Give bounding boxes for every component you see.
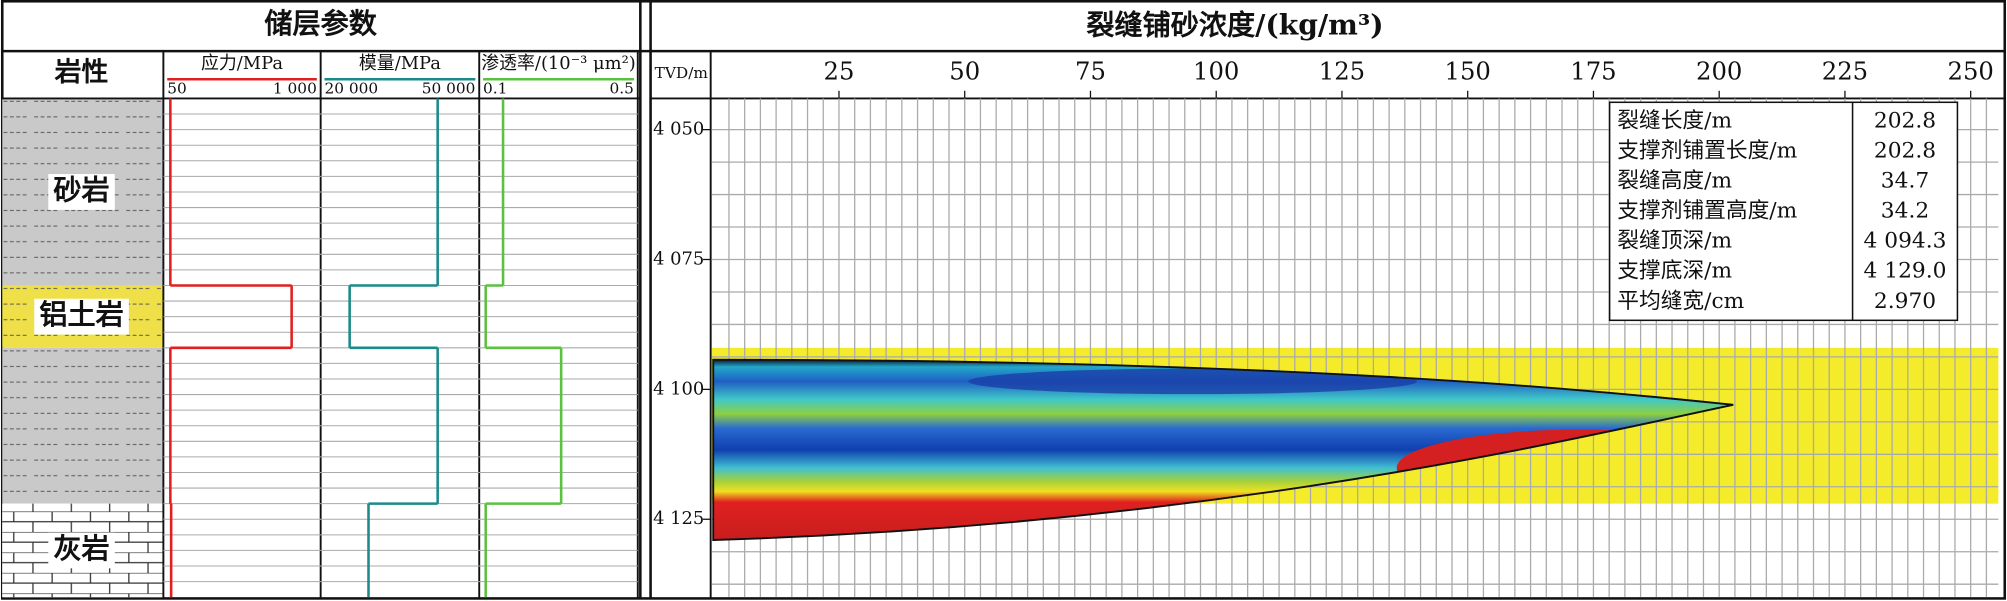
table-value: 34.7 (1881, 169, 1929, 194)
x-tick-label: 125 (1319, 56, 1365, 85)
lithology-pattern (2, 347, 164, 504)
lithology-label: 灰岩 (53, 532, 109, 565)
x-tick-label: 225 (1822, 56, 1868, 85)
table-label: 支撑剂铺置高度/m (1617, 199, 1797, 224)
scale-label: 0.5 (610, 80, 634, 98)
scale-label: 0.1 (483, 80, 507, 98)
scale-label: 50 (167, 80, 187, 98)
lithology-label: 铝土岩 (39, 298, 123, 331)
table-value: 34.2 (1881, 199, 1929, 224)
column-title: 模量/MPa (359, 53, 441, 74)
x-tick-label: 200 (1696, 56, 1742, 85)
x-tick-label: 100 (1193, 56, 1239, 85)
table-label: 裂缝长度/m (1617, 108, 1732, 133)
y-tick-label: 4 050 (653, 119, 704, 140)
table-value: 4 094.3 (1864, 229, 1947, 254)
lithology-label: 砂岩 (53, 173, 109, 206)
table-value: 4 129.0 (1864, 259, 1947, 284)
x-tick-label: 150 (1445, 56, 1491, 85)
x-tick-label: 250 (1948, 56, 1994, 85)
x-tick-label: 25 (824, 56, 855, 85)
x-tick-label: 175 (1570, 56, 1616, 85)
chart-title: 裂缝铺砂浓度/(kg/m³) (1086, 8, 1383, 41)
blue-core (968, 368, 1418, 395)
scale-label: 20 000 (324, 80, 378, 98)
table-value: 202.8 (1874, 108, 1936, 133)
x-tick-label: 75 (1075, 56, 1106, 85)
y-tick-label: 4 100 (653, 378, 704, 399)
label-bg (48, 174, 115, 210)
label-bg (48, 532, 115, 569)
table-label: 支撑剂铺置长度/m (1617, 139, 1797, 164)
label-bg (34, 298, 129, 335)
column-title: 岩性 (54, 57, 109, 88)
table-label: 支撑底深/m (1617, 259, 1732, 284)
column-title: 应力/MPa (201, 53, 283, 74)
table-box (1608, 101, 1959, 322)
panel-title: 储层参数 (264, 7, 377, 40)
y-tick-label: 4 125 (653, 508, 704, 529)
y-tick-label: 4 075 (653, 249, 704, 270)
y-axis-label: TVD/m (655, 64, 709, 82)
scale-label: 1 000 (273, 80, 317, 98)
table-label: 平均缝宽/cm (1617, 289, 1744, 314)
table-label: 裂缝顶深/m (1617, 229, 1732, 254)
column-title: 渗透率/(10⁻³ μm²) (481, 53, 636, 74)
table-label: 裂缝高度/m (1617, 169, 1732, 194)
scale-label: 50 000 (422, 80, 476, 98)
table-value: 2.970 (1874, 289, 1936, 314)
x-tick-label: 50 (949, 56, 980, 85)
table-value: 202.8 (1874, 139, 1936, 164)
fracture (712, 358, 1734, 542)
